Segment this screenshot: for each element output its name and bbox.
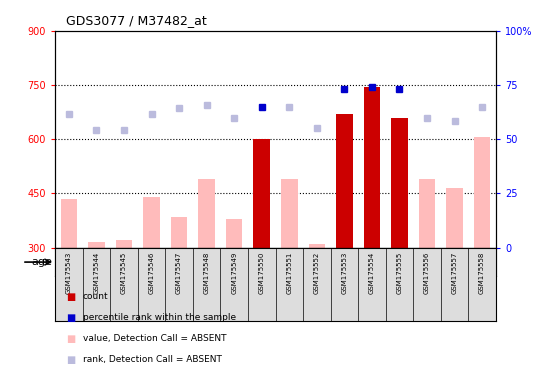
Text: GSM175554: GSM175554 [369, 251, 375, 294]
Bar [226, 219, 242, 248]
Bar [281, 179, 298, 248]
Text: GSM175558: GSM175558 [479, 251, 485, 294]
Text: age: age [31, 257, 52, 267]
Text: GSM175544: GSM175544 [94, 251, 99, 294]
Text: GSM175546: GSM175546 [149, 251, 154, 294]
Text: GSM175552: GSM175552 [314, 251, 320, 294]
Text: 3 mo: 3 mo [83, 257, 110, 267]
Bar [61, 199, 77, 248]
Text: GSM175549: GSM175549 [231, 251, 237, 294]
Text: GSM175556: GSM175556 [424, 251, 430, 294]
Text: GSM175551: GSM175551 [287, 251, 292, 294]
Text: GSM175555: GSM175555 [397, 251, 402, 294]
Text: 28 mo: 28 mo [424, 257, 457, 267]
Text: count: count [83, 292, 109, 301]
Text: ■: ■ [66, 334, 75, 344]
Bar [116, 240, 132, 248]
Bar [138, 248, 248, 276]
Bar [143, 197, 160, 248]
Text: GSM175547: GSM175547 [176, 251, 182, 294]
Text: ■: ■ [66, 355, 75, 365]
Text: percentile rank within the sample: percentile rank within the sample [83, 313, 236, 322]
Bar [55, 248, 138, 276]
Bar [171, 217, 187, 248]
Text: GSM175553: GSM175553 [342, 251, 347, 294]
Text: GSM175545: GSM175545 [121, 251, 127, 294]
Text: GSM175543: GSM175543 [66, 251, 72, 294]
Text: GSM175548: GSM175548 [204, 251, 209, 294]
Text: rank, Detection Call = ABSENT: rank, Detection Call = ABSENT [83, 355, 222, 364]
Bar [88, 242, 105, 248]
Bar [419, 179, 435, 248]
Text: ■: ■ [66, 292, 75, 302]
Bar [198, 179, 215, 248]
Bar [309, 244, 325, 248]
Text: GSM175550: GSM175550 [259, 251, 264, 294]
Bar [386, 248, 496, 276]
Text: value, Detection Call = ABSENT: value, Detection Call = ABSENT [83, 334, 226, 343]
Bar [248, 248, 386, 276]
Bar [474, 137, 490, 248]
Bar [364, 87, 380, 248]
Text: 6 mo: 6 mo [180, 257, 206, 267]
Bar [446, 188, 463, 248]
Text: ■: ■ [66, 313, 75, 323]
Text: GDS3077 / M37482_at: GDS3077 / M37482_at [66, 14, 207, 27]
Text: GSM175557: GSM175557 [452, 251, 457, 294]
Bar [253, 139, 270, 248]
Bar [336, 114, 353, 248]
Bar [391, 118, 408, 248]
Text: 15 mo: 15 mo [300, 257, 333, 267]
